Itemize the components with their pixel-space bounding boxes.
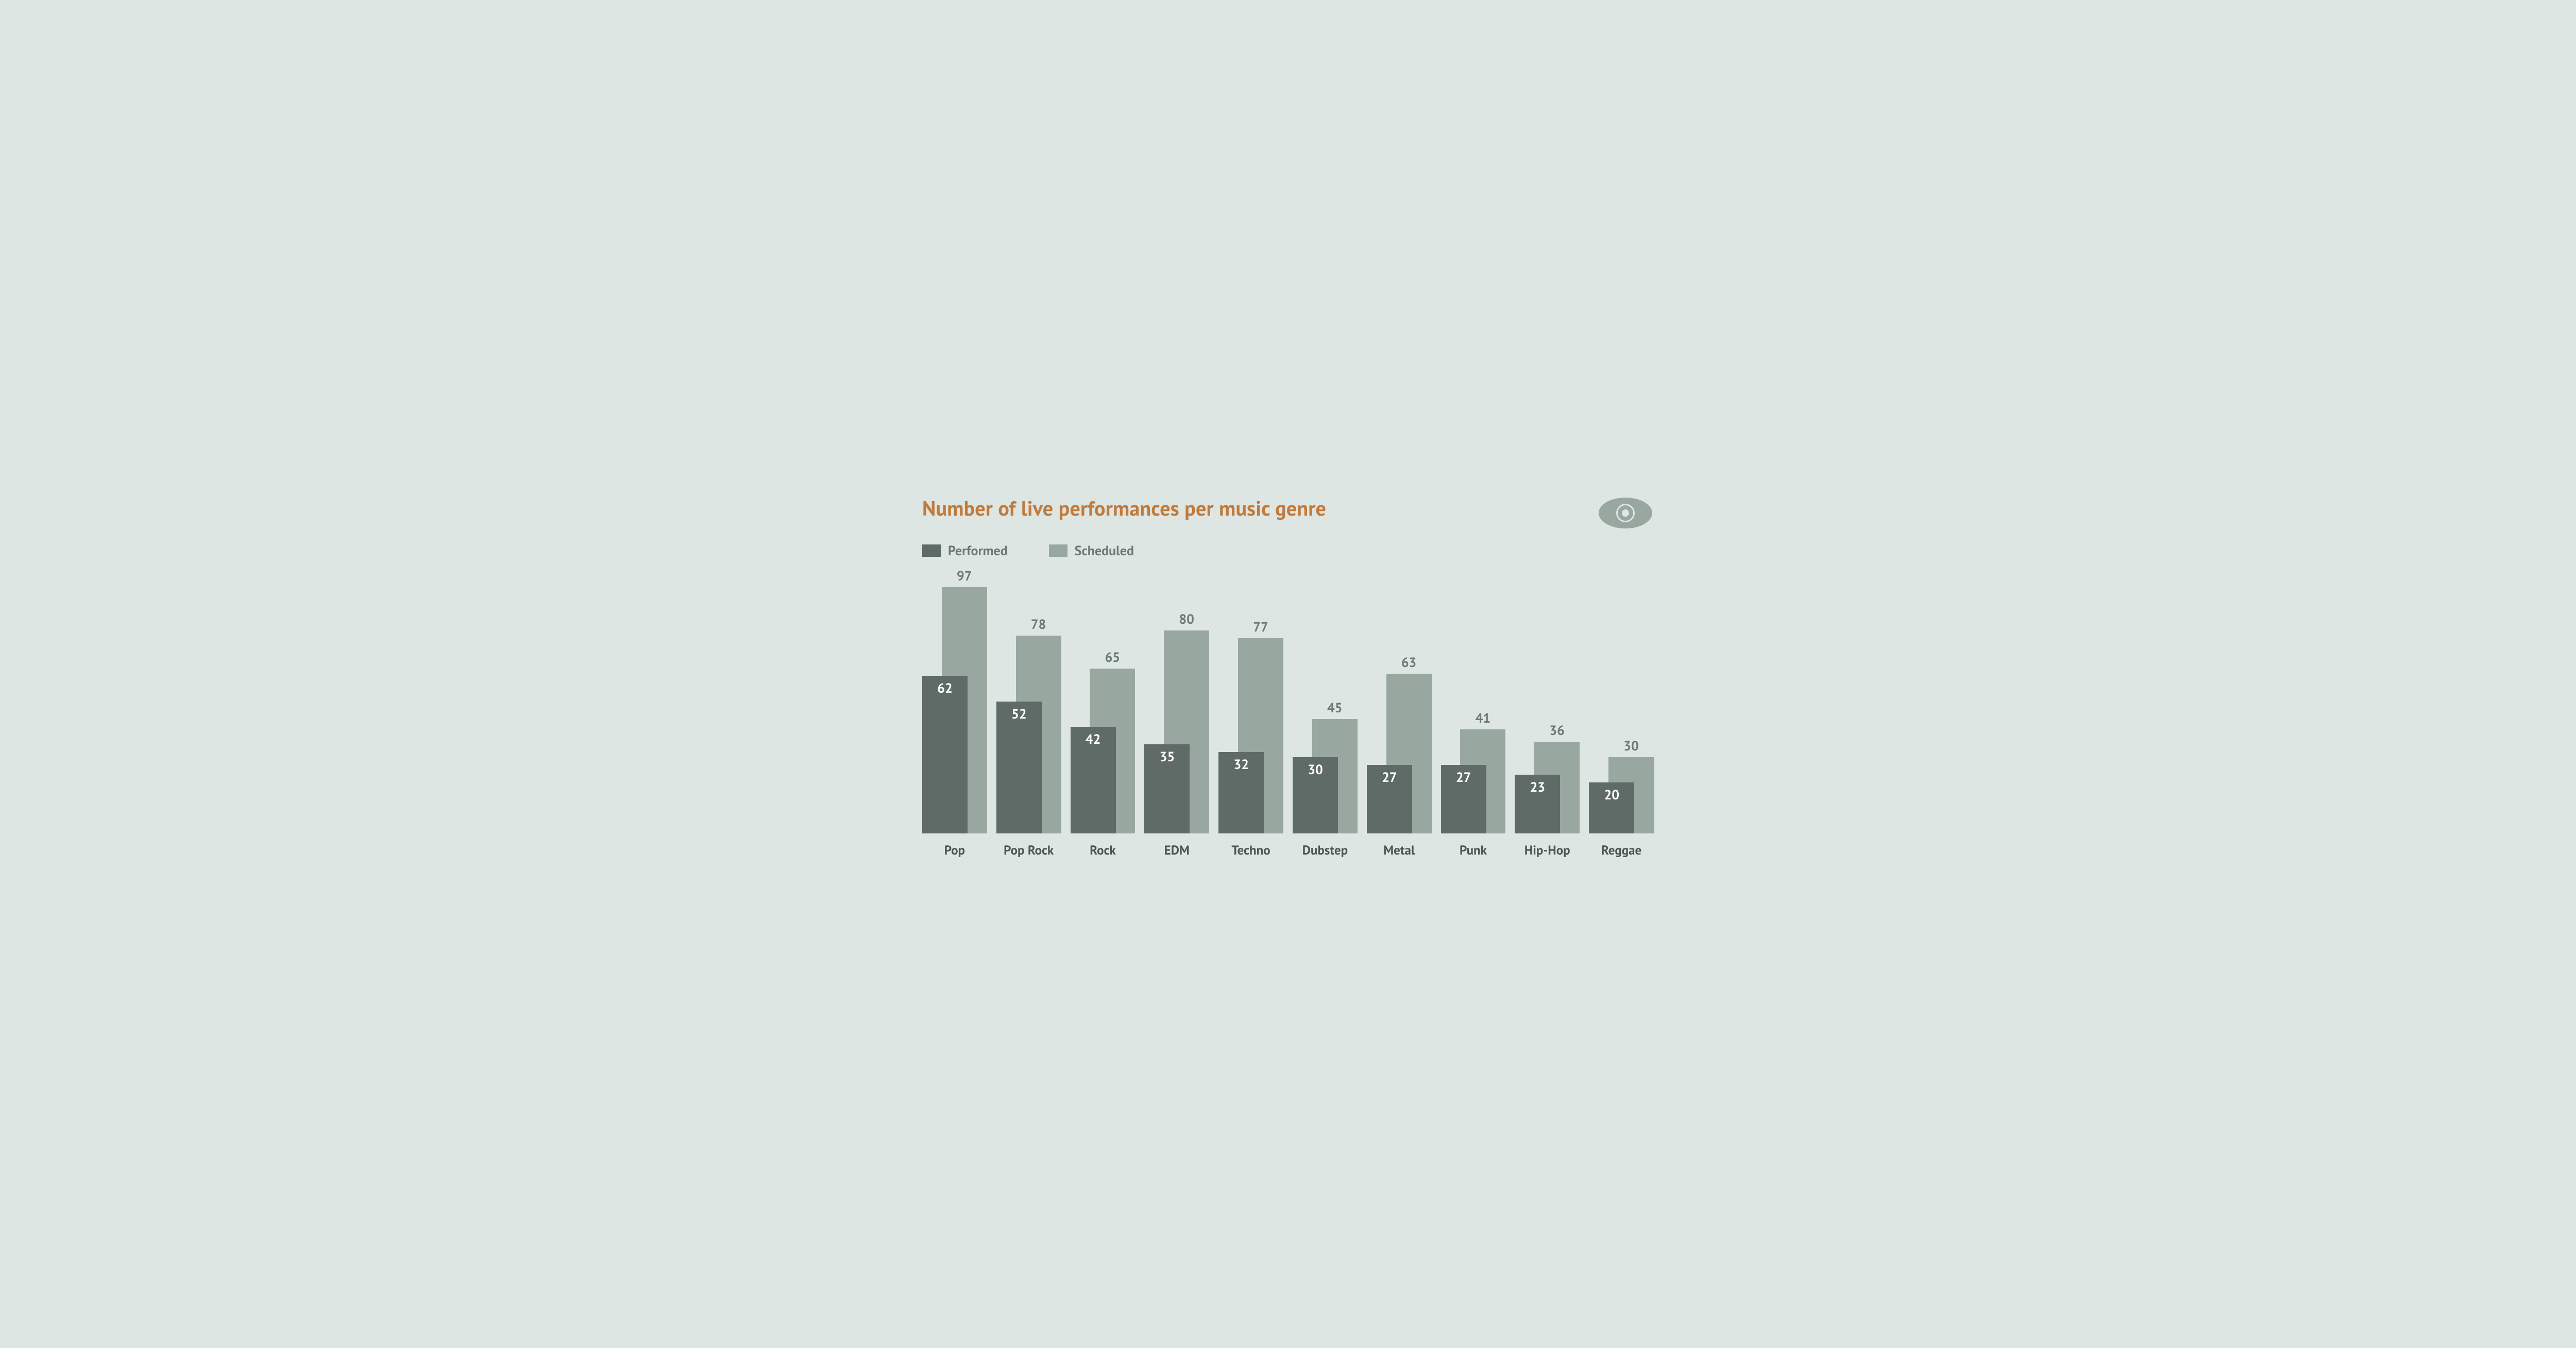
bar-value-label-scheduled: 80 (1164, 613, 1209, 626)
bar-value-label-scheduled: 63 (1386, 656, 1432, 670)
bars-wrap: 78 52 (996, 580, 1061, 833)
bar-value-label-performed: 32 (1218, 758, 1264, 772)
bars-wrap: 63 27 (1367, 580, 1432, 833)
bar-value-label-scheduled: 77 (1238, 621, 1283, 634)
bar-group: 77 32 Techno (1218, 580, 1283, 858)
chart-card: Number of live performances per music ge… (886, 470, 1690, 878)
header-row: Number of live performances per music ge… (922, 495, 1654, 531)
category-label: Techno (1218, 833, 1283, 858)
bar-group: 9762Pop (922, 580, 987, 858)
bar-group: 65 42 Rock (1071, 580, 1136, 858)
bar-value-label-scheduled: 78 (1016, 618, 1061, 632)
bar-group: 80 35 EDM (1144, 580, 1209, 858)
category-label: Hip-Hop (1515, 833, 1580, 858)
bars-wrap: 65 42 (1071, 580, 1136, 833)
bar-performed: 20 (1589, 782, 1634, 833)
bar-group: 30 20 Reggae (1589, 580, 1654, 858)
bar-value-label-performed: 30 (1293, 763, 1338, 777)
bar-value-label-performed: 42 (1071, 733, 1116, 746)
category-label: Punk (1441, 833, 1506, 858)
bar-value-label-scheduled: 36 (1534, 724, 1580, 738)
legend: Performed Scheduled (922, 542, 1654, 559)
bar-group: 36 23 Hip-Hop (1515, 580, 1580, 858)
bar-value-label-performed: 27 (1367, 771, 1412, 784)
bar-value-label-scheduled: 30 (1608, 740, 1654, 753)
bars-wrap: 36 23 (1515, 580, 1580, 833)
bar-value-label-performed: 23 (1515, 781, 1560, 794)
bars-wrap: 9762 (922, 580, 987, 833)
bars-wrap: 45 30 (1293, 580, 1358, 833)
bar-performed: 30 (1293, 757, 1338, 833)
bar-performed: 42 (1071, 727, 1116, 833)
eye-icon (1597, 495, 1654, 531)
legend-item-scheduled: Scheduled (1049, 542, 1134, 559)
bar-performed: 27 (1441, 765, 1486, 833)
bar-performed: 62 (922, 676, 968, 833)
bar-value-label-scheduled: 97 (942, 570, 987, 583)
legend-swatch-scheduled (1049, 544, 1067, 557)
legend-item-performed: Performed (922, 542, 1008, 559)
bars-wrap: 30 20 (1589, 580, 1654, 833)
bar-group: 63 27 Metal (1367, 580, 1432, 858)
category-label: Metal (1367, 833, 1432, 858)
bar-value-label-scheduled: 45 (1312, 702, 1358, 715)
bar-performed: 27 (1367, 765, 1412, 833)
chart-plot-area: 9762Pop 78 52 Pop Rock 65 42 Rock 80 35 EDM 77 32 Te… (922, 580, 1654, 858)
bars-wrap: 80 35 (1144, 580, 1209, 833)
bar-value-label-performed: 35 (1144, 750, 1190, 764)
category-label: Reggae (1589, 833, 1654, 858)
bar-value-label-performed: 27 (1441, 771, 1486, 784)
bar-value-label-scheduled: 65 (1090, 651, 1135, 664)
bar-value-label-performed: 62 (922, 682, 968, 695)
legend-label-performed: Performed (948, 542, 1008, 559)
bar-performed: 32 (1218, 752, 1264, 833)
category-label: Rock (1071, 833, 1136, 858)
bar-performed: 23 (1515, 775, 1560, 833)
bar-value-label-scheduled: 41 (1460, 712, 1505, 725)
category-label: EDM (1144, 833, 1209, 858)
bar-value-label-performed: 20 (1589, 789, 1634, 802)
category-label: Pop Rock (996, 833, 1061, 858)
bar-group: 45 30 Dubstep (1293, 580, 1358, 858)
bar-performed: 35 (1144, 744, 1190, 833)
bar-value-label-performed: 52 (996, 708, 1042, 721)
bar-group: 41 27 Punk (1441, 580, 1506, 858)
bar-performed: 52 (996, 702, 1042, 833)
category-label: Dubstep (1293, 833, 1358, 858)
bar-group: 78 52 Pop Rock (996, 580, 1061, 858)
legend-swatch-performed (922, 544, 941, 557)
category-label: Pop (922, 833, 987, 858)
chart-title: Number of live performances per music ge… (922, 495, 1326, 522)
bars-wrap: 41 27 (1441, 580, 1506, 833)
legend-label-scheduled: Scheduled (1075, 542, 1134, 559)
bars-wrap: 77 32 (1218, 580, 1283, 833)
